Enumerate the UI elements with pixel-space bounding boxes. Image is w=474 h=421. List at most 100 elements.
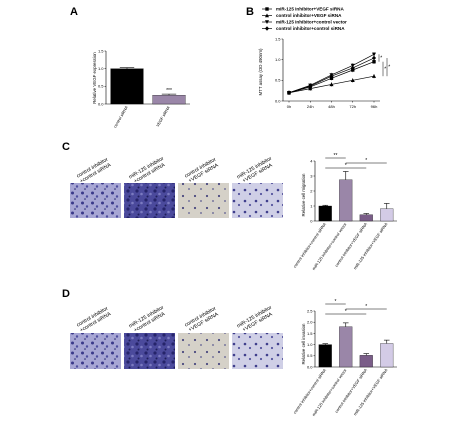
chart-b-point [329, 82, 334, 87]
chart-a-ylabel: Relative VEGF expression [92, 52, 97, 104]
chart-b-legend-entry: control inhibitor+VEGF siRNA [276, 13, 342, 18]
chart-b-point [371, 55, 377, 61]
chart-b-point [350, 63, 355, 68]
chart-a-category-label: VEGF siRNA [155, 105, 171, 128]
chart-d-significance: * [335, 299, 337, 305]
chart-b-point [350, 78, 355, 83]
chart-d-bar [380, 343, 394, 368]
chart-a-significance: *** [166, 88, 172, 94]
panel-label-d: D [62, 288, 70, 300]
chart-a-bar [152, 95, 186, 105]
chart-d-significance: * [345, 309, 347, 315]
chart-c-ylabel: Relative cell migration [301, 173, 306, 217]
panel-c-condition-label: control inhibitor+VEGF siRNA [184, 157, 221, 185]
chart-b-ytick-label: 1.5 [275, 36, 281, 41]
chart-d-significance: * [365, 304, 367, 310]
panel-c-condition-label: control inhibitor+control siRNA [76, 157, 113, 185]
micrograph-c-3 [178, 183, 229, 218]
chart-d-ytick-label: 2.5 [307, 308, 313, 313]
migration-micrographs [70, 183, 283, 218]
chart-c: Relative cell migration 0 1 2 3 4 control inh… [292, 153, 397, 271]
chart-b-point [286, 90, 292, 95]
chart-d-ytick-label: 0.5 [307, 353, 313, 358]
chart-b-point [371, 74, 377, 78]
chart-b-legend-entry: control inhibitor+control siRNA [276, 26, 345, 31]
chart-b-significance: * [380, 56, 382, 62]
panel-d-condition-label: miR-125 inhibitor+VEGF siRNA [236, 305, 276, 335]
chart-c-category-label: control inhibitor+control siRNA [292, 221, 327, 268]
chart-c-ytick-label: 3 [310, 173, 313, 178]
chart-b-legend-marker [264, 26, 270, 31]
chart-a-ytick-label: 1.5 [98, 48, 104, 53]
micrograph-d-4 [232, 333, 283, 369]
chart-b-point [308, 83, 313, 89]
chart-c-category-label: miR-125 inhibitor+control vector [311, 221, 348, 271]
chart-b: MTT assay (OD 490nm) 0.0 0.5 1.0 1.5 0h 24h 48… [258, 7, 390, 109]
chart-c-ytick-label: 4 [310, 158, 313, 163]
panel-label-a: A [70, 6, 78, 18]
chart-b-point [350, 65, 355, 71]
chart-d-bar [339, 326, 353, 368]
chart-d-category-label: miR-125 inhibitor+control vector [311, 367, 348, 417]
chart-a: Relative VEGF expression 0.0 0.5 1.0 1.5 con… [92, 48, 190, 129]
chart-a-ytick-label: 1.0 [98, 66, 104, 71]
chart-b-legend-entry: miR-125 inhibitor+control vector [276, 20, 347, 25]
chart-c-bar [359, 214, 373, 222]
panel-label-c: C [62, 141, 70, 153]
micrograph-c-4 [232, 183, 283, 218]
chart-c-significance: ** [334, 153, 338, 159]
micrograph-d-3 [178, 333, 229, 369]
chart-b-xtick-label: 48h [328, 104, 335, 109]
chart-d-bar [318, 344, 332, 368]
panel-d-condition-label: control inhibitor+control siRNA [76, 306, 113, 334]
condition-labels-d: control inhibitor+control siRNA miR-125 i… [76, 305, 276, 335]
chart-b-ytick-label: 0.0 [275, 98, 281, 103]
chart-b-xtick-label: 72h [349, 104, 356, 109]
chart-d-ytick-label: 1.0 [307, 342, 313, 347]
chart-c-ytick-label: 1 [310, 203, 313, 208]
panel-d-condition-label: miR-125 inhibitor+control siRNA [128, 305, 168, 335]
invasion-micrographs [70, 333, 283, 369]
chart-b-ytick-label: 0.5 [275, 78, 281, 83]
chart-d-bar [359, 355, 373, 368]
condition-labels-c: control inhibitor+control siRNA miR-125 i… [76, 156, 276, 186]
micrograph-c-1 [70, 183, 121, 218]
chart-a-bar [110, 68, 144, 105]
chart-c-bar [339, 179, 353, 222]
panel-c-condition-label: miR-125 inhibitor+VEGF siRNA [236, 156, 276, 186]
chart-b-point [308, 86, 313, 91]
chart-a-ytick-label: 0.0 [98, 101, 104, 106]
micrograph-c-2 [124, 183, 175, 218]
chart-b-legend-marker [265, 7, 269, 11]
chart-d-ytick-label: 1.5 [307, 331, 313, 336]
chart-c-significance: * [345, 163, 347, 169]
panel-c-condition-label: miR-125 inhibitor+control siRNA [128, 156, 168, 186]
chart-d-ytick-label: 0.0 [307, 364, 313, 369]
chart-c-bar [380, 208, 394, 222]
chart-b-point [371, 52, 377, 57]
chart-b-xtick-label: 24h [307, 104, 314, 109]
panel-d-condition-label: control inhibitor+VEGF siRNA [184, 306, 221, 334]
chart-b-legend-marker [264, 13, 270, 18]
chart-b-ylabel: MTT assay (OD 490nm) [258, 48, 263, 96]
chart-b-significance: * [384, 66, 386, 72]
chart-d-ytick-label: 2.0 [307, 320, 313, 325]
chart-b-point [329, 73, 334, 79]
chart-d-ylabel: Relative cell invasion [301, 323, 306, 365]
chart-a-category-label: control siRNA [112, 105, 129, 129]
chart-d: Relative cell invasion 0.0 0.5 1.0 1.5 2.0 2.… [292, 299, 397, 417]
panel-label-b: B [246, 6, 254, 18]
chart-b-legend-entry: miR-125 inhibitor+VEGF siRNA [276, 7, 344, 12]
chart-b-significance: * [388, 65, 390, 71]
chart-b-point [372, 60, 376, 64]
chart-b-legend-marker [264, 20, 270, 25]
chart-c-significance: * [365, 158, 367, 164]
chart-b-ytick-label: 1.0 [275, 57, 281, 62]
chart-b-xtick-label: 0h [287, 104, 291, 109]
chart-c-bar [318, 205, 332, 222]
chart-c-ytick-label: 2 [310, 188, 313, 193]
chart-c-ytick-label: 0 [310, 218, 313, 223]
chart-d-category-label: control inhibitor+control siRNA [292, 367, 327, 414]
chart-b-xtick-label: 96h [371, 104, 378, 109]
